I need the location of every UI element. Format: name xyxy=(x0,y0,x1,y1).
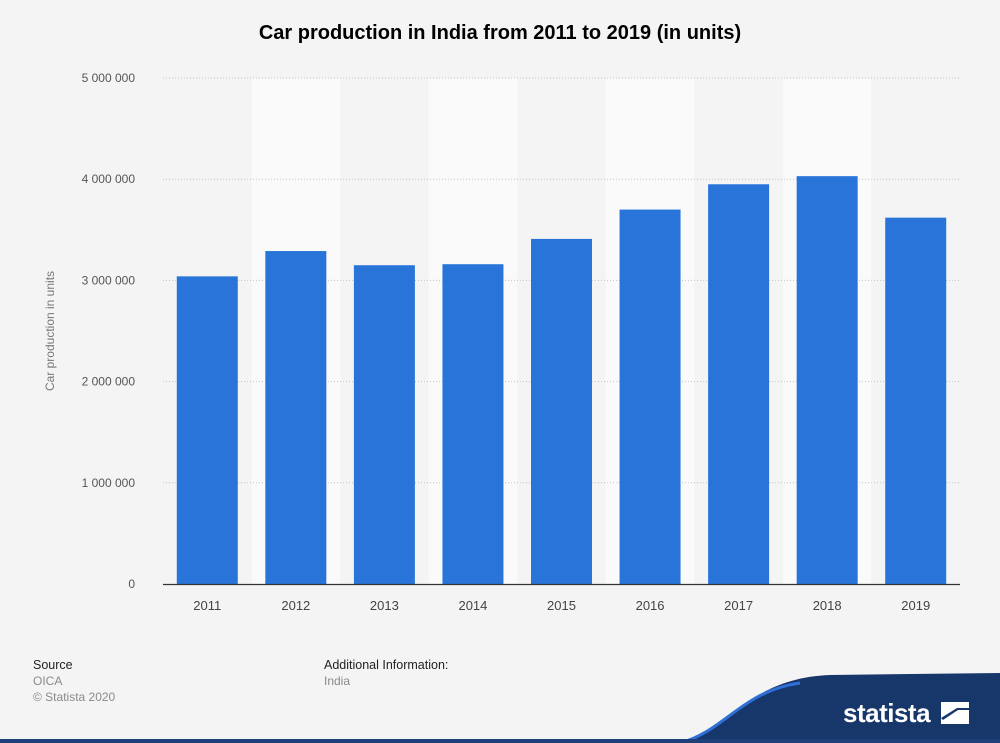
additional-info-value: India xyxy=(324,674,351,688)
x-tick-label: 2013 xyxy=(370,598,399,613)
statista-logo-icon xyxy=(940,702,969,724)
y-axis-label: Car production in units xyxy=(43,271,57,391)
copyright-text: © Statista 2020 xyxy=(33,690,116,704)
x-tick-label: 2014 xyxy=(458,598,487,613)
additional-info-heading: Additional Information: xyxy=(324,658,449,672)
brand-wave-background xyxy=(680,673,1000,743)
y-tick-label: 1 000 000 xyxy=(82,476,136,490)
brand-name: statista xyxy=(843,698,931,728)
x-tick-label: 2012 xyxy=(281,598,310,613)
x-tick-label: 2018 xyxy=(813,598,842,613)
bar-2019 xyxy=(885,217,947,584)
y-tick-label: 2 000 000 xyxy=(82,375,136,389)
additional-info-block: Additional Information: India xyxy=(324,657,448,689)
bar-2012 xyxy=(265,251,327,584)
source-heading: Source xyxy=(33,658,73,672)
x-tick-label: 2015 xyxy=(547,598,576,613)
x-tick-label: 2011 xyxy=(193,598,221,613)
chart-title: Car production in India from 2011 to 201… xyxy=(258,22,742,44)
bar-2016 xyxy=(619,209,681,584)
bar-chart: 0 1 000 000 2 000 000 3 000 000 4 000 000 5 0… xyxy=(43,71,960,613)
x-tick-label: 2017 xyxy=(724,598,753,613)
bar-2011 xyxy=(176,276,238,584)
y-tick-label: 3 000 000 xyxy=(82,273,136,287)
y-tick-label: 0 xyxy=(128,577,135,591)
bar-2013 xyxy=(353,265,415,584)
y-tick-label: 4 000 000 xyxy=(82,172,136,186)
x-tick-label: 2019 xyxy=(901,598,930,613)
x-tick-label: 2016 xyxy=(636,598,665,613)
bar-2018 xyxy=(796,176,858,584)
statista-logo[interactable]: statista xyxy=(843,698,969,729)
source-block: Source OICA © Statista 2020 xyxy=(33,657,115,705)
bar-2017 xyxy=(708,184,770,584)
bar-2015 xyxy=(531,238,592,584)
bottom-rule xyxy=(0,739,1000,743)
bar-2014 xyxy=(442,264,504,584)
source-name[interactable]: OICA xyxy=(33,674,63,688)
y-tick-label: 5 000 000 xyxy=(82,71,136,85)
